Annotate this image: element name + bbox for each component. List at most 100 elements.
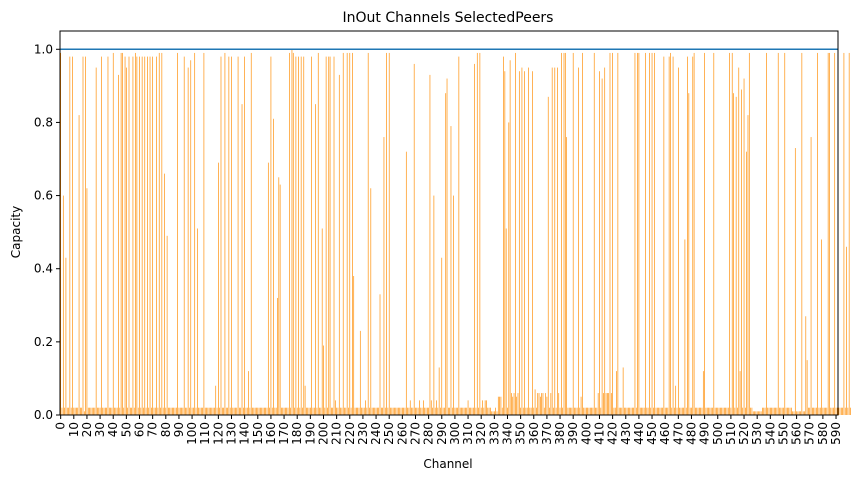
- bar-422: [614, 407, 616, 415]
- bar-361: [534, 389, 536, 415]
- bar-373: [550, 393, 552, 415]
- x-tick-label: 480: [684, 422, 698, 445]
- bar-16: [81, 407, 83, 415]
- bar-462: [667, 407, 669, 415]
- bar-379: [558, 393, 560, 415]
- bar-363: [537, 393, 539, 415]
- bar-64: [144, 56, 146, 415]
- plot-frame: [59, 30, 839, 416]
- bar-574: [814, 407, 816, 415]
- bar-273: [419, 400, 420, 415]
- bar-451: [653, 407, 654, 415]
- bar-342: [509, 60, 511, 415]
- bar-178: [294, 407, 295, 415]
- x-tick-label: 220: [343, 422, 357, 445]
- bar-78: [162, 407, 164, 415]
- bar-478: [688, 93, 690, 416]
- bar-68: [149, 56, 151, 415]
- bar-257: [398, 407, 399, 415]
- bar-142: [246, 407, 248, 415]
- bar-531: [758, 411, 759, 415]
- bar-472: [680, 407, 682, 415]
- bar-327: [490, 407, 491, 415]
- bar-508: [727, 407, 729, 415]
- bar-277: [424, 407, 426, 415]
- bar-36: [107, 56, 109, 415]
- bar-397: [582, 52, 583, 415]
- bar-108: [202, 407, 203, 415]
- bar-384: [564, 52, 566, 415]
- bar-25: [93, 407, 94, 415]
- bar-262: [404, 407, 406, 415]
- bar-389: [571, 407, 573, 415]
- bar-15: [80, 407, 81, 415]
- bar-495: [710, 407, 712, 415]
- bar-524: [748, 52, 750, 415]
- bar-396: [580, 396, 582, 415]
- bar-23: [90, 407, 92, 415]
- bar-243: [379, 294, 381, 415]
- x-tick-label: 440: [632, 422, 646, 445]
- bar-26: [94, 407, 96, 415]
- bar-496: [712, 407, 713, 415]
- bar-533: [760, 411, 762, 415]
- bar-333: [497, 396, 499, 415]
- bar-309: [466, 407, 468, 415]
- x-tick-label: 250: [382, 422, 396, 445]
- bar-308: [465, 407, 466, 415]
- bar-520: [743, 78, 745, 415]
- bar-121: [219, 407, 221, 415]
- bar-599: [847, 407, 849, 415]
- bar-553: [787, 407, 788, 415]
- bar-101: [193, 407, 194, 415]
- bar-415: [605, 393, 607, 415]
- bar-387: [568, 407, 570, 415]
- bar-503: [721, 407, 723, 415]
- bar-260: [402, 407, 403, 415]
- bar-298: [451, 407, 453, 415]
- bar-34: [105, 407, 106, 415]
- bar-355: [526, 407, 528, 415]
- bar-479: [689, 407, 691, 415]
- bar-525: [750, 407, 751, 415]
- bar-491: [705, 407, 707, 415]
- bar-494: [709, 407, 711, 415]
- bar-354: [525, 407, 527, 415]
- bar-229: [361, 407, 362, 415]
- bar-519: [742, 407, 744, 415]
- bar-337: [503, 56, 504, 415]
- bar-272: [417, 407, 419, 415]
- bar-469: [676, 407, 678, 415]
- x-tick-label: 20: [80, 422, 94, 437]
- bar-199: [321, 228, 323, 415]
- bar-461: [666, 407, 667, 415]
- bar-540: [769, 407, 771, 415]
- bar-556: [791, 407, 792, 415]
- bar-374: [551, 67, 553, 415]
- bar-94: [183, 56, 185, 415]
- bar-517: [739, 371, 741, 415]
- bar-453: [655, 407, 657, 415]
- bar-119: [216, 407, 218, 415]
- bar-144: [249, 407, 251, 415]
- bar-360: [533, 407, 535, 415]
- bar-81: [166, 235, 168, 415]
- bar-146: [252, 407, 253, 415]
- bar-463: [668, 56, 670, 415]
- bar-383: [563, 52, 565, 415]
- bar-305: [461, 407, 462, 415]
- bar-583: [826, 407, 828, 415]
- x-tick-label: 470: [671, 422, 685, 445]
- y-axis: 0.0 0.2 0.4 0.6 0.8 1.0: [34, 42, 60, 422]
- bar-452: [654, 52, 655, 415]
- x-tick-label: 320: [474, 422, 488, 445]
- bar-244: [380, 407, 382, 415]
- bar-527: [752, 411, 754, 415]
- bar-386: [567, 407, 569, 415]
- bar-331: [495, 407, 496, 415]
- bar-430: [625, 407, 627, 415]
- bar-106: [199, 407, 201, 415]
- bar-163: [274, 407, 276, 415]
- bar-482: [693, 52, 695, 415]
- x-tick-label: 200: [316, 422, 330, 445]
